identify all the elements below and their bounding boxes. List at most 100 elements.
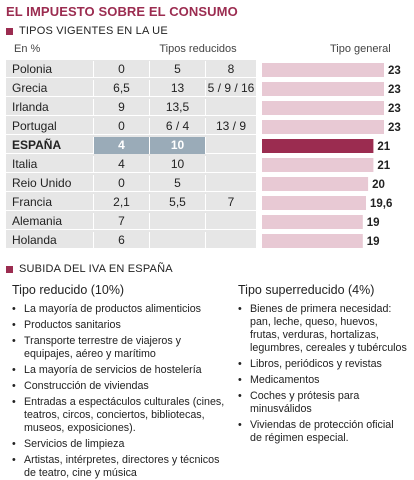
list-item: Bienes de primera necesidad: pan, leche,…	[238, 303, 408, 355]
reduced-rate-cell: 0	[93, 175, 149, 192]
reduced-rate-cell: 5	[149, 61, 205, 78]
table-row: Italia 4 10	[6, 156, 256, 173]
reduced-rate-cell	[149, 213, 205, 230]
reduced-rate-cell: 0	[93, 118, 149, 135]
reduced-rate-cell	[205, 175, 256, 192]
country-label: Portugal	[12, 119, 57, 133]
list-item: Productos sanitarios	[12, 319, 232, 332]
reduced-rate-cell: 5,5	[149, 194, 205, 211]
list-item: Medicamentos	[238, 374, 408, 387]
bar-value-label: 19,6	[370, 198, 392, 210]
reduced-rate-cell: 0	[93, 61, 149, 78]
list-item: Artistas, intérpretes, directores y técn…	[12, 454, 232, 480]
reduced-rate-cell: 6 / 4	[149, 118, 205, 135]
country-label: Polonia	[12, 62, 53, 76]
table-row: Portugal 0 6 / 4 13 / 9	[6, 118, 256, 135]
reduced-rate-cell	[205, 213, 256, 230]
section-heading-label: SUBIDA DEL IVA EN ESPAÑA	[19, 263, 173, 275]
country-label: Francia	[12, 195, 53, 209]
reduced-rate-cell: 13 / 9	[205, 118, 256, 135]
country-label: Alemania	[12, 214, 63, 228]
bar-value-label: 19	[367, 217, 380, 229]
reduced-rate-cell: 6	[93, 232, 149, 249]
bar-holanda	[262, 234, 363, 248]
reduced-rate-cell: 5	[149, 175, 205, 192]
reduced-rate-cell	[205, 232, 256, 249]
list-item: La mayoría de productos alimenticios	[12, 303, 232, 316]
bar-value-label: 20	[372, 179, 385, 191]
chart-title: EL IMPUESTO SOBRE EL CONSUMO	[6, 4, 238, 19]
list-item: Libros, periódicos y revistas	[238, 358, 408, 371]
bar-irlanda	[262, 101, 384, 115]
bar-polonia	[262, 63, 384, 77]
list-item: Construcción de viviendas	[12, 380, 232, 393]
bar-value-label: 19	[367, 236, 380, 248]
bar-reio-unido	[262, 177, 369, 191]
list-item: Coches y prótesis para minusválidos	[238, 390, 408, 416]
table-row: Grecia 6,5 13 5 / 9 / 16	[6, 80, 256, 97]
section-heading-vat: SUBIDA DEL IVA EN ESPAÑA	[6, 263, 173, 275]
section-heading-label: TIPOS VIGENTES EN LA UE	[19, 25, 168, 37]
bar-value-label: 23	[388, 65, 401, 77]
reduced-rate-heading: Tipo reducido (10%)	[12, 283, 125, 297]
list-item: Viviendas de protección oficial de régim…	[238, 419, 408, 445]
country-label: Grecia	[12, 81, 48, 95]
reduced-rate-cell	[205, 137, 256, 154]
reduced-rate-cell: 8	[205, 61, 256, 78]
bar-grecia	[262, 82, 384, 96]
reduced-rate-cell: 13,5	[149, 99, 205, 116]
reduced-rate-cell: 5 / 9 / 16	[205, 80, 256, 97]
bar-value-label: 21	[377, 160, 390, 172]
country-label: ESPAÑA	[12, 138, 62, 152]
super-reduced-rate-heading: Tipo superreducido (4%)	[238, 283, 375, 297]
section-heading-rates: TIPOS VIGENTES EN LA UE	[6, 25, 168, 37]
bar-value-label: 23	[388, 84, 401, 96]
table-row: Francia 2,1 5,5 7	[6, 194, 256, 211]
reduced-rate-cell: 6,5	[93, 80, 149, 97]
table-row: Polonia 0 5 8	[6, 61, 256, 78]
table-row: ESPAÑA 4 10	[6, 137, 256, 154]
bar-italia	[262, 158, 374, 172]
reduced-rate-list: Tipo reducido (10%) La mayoría de produc…	[12, 283, 232, 480]
reduced-rate-items: La mayoría de productos alimenticios Prod…	[12, 303, 232, 480]
reduced-rate-cell: 7	[93, 213, 149, 230]
list-item: Servicios de limpieza	[12, 438, 232, 451]
reduced-rate-cell	[205, 99, 256, 116]
reduced-rate-cell: 10	[149, 137, 205, 154]
rates-table: Polonia 0 5 8 Grecia 6,5 13 5 / 9 / 16 Irlanda 9 1…	[6, 60, 256, 249]
table-row: Alemania 7	[6, 213, 256, 230]
table-row: Holanda 6	[6, 232, 256, 249]
table-row: Irlanda 9 13,5	[6, 99, 256, 116]
table-row: Reio Unido 0 5	[6, 175, 256, 192]
reduced-rate-cell: 10	[149, 156, 205, 173]
reduced-rate-cell: 4	[93, 156, 149, 173]
list-item: Transporte terrestre de viajeros y equip…	[12, 335, 232, 361]
bar-value-label: 23	[388, 122, 401, 134]
square-bullet-icon	[6, 27, 13, 35]
list-item: Entradas a espectáculos culturales (cine…	[12, 396, 232, 435]
reduced-rate-cell: 2,1	[93, 194, 149, 211]
reduced-rate-cell: 7	[205, 194, 256, 211]
bar-francia	[262, 196, 366, 210]
super-reduced-rate-items: Bienes de primera necesidad: pan, leche,…	[238, 303, 408, 445]
bar-portugal	[262, 120, 384, 134]
country-label: Italia	[12, 157, 38, 171]
super-reduced-rate-list: Tipo superreducido (4%) Bienes de primer…	[238, 283, 408, 448]
reduced-rate-cell: 13	[149, 80, 205, 97]
list-item: La mayoría de servicios de hostelería	[12, 364, 232, 377]
reduced-rate-cell	[205, 156, 256, 173]
general-rate-header: Tipo general	[330, 43, 391, 55]
country-label: Holanda	[12, 233, 57, 247]
bar-alemania	[262, 215, 363, 229]
units-header: En %	[14, 43, 41, 55]
bar-value-label: 21	[377, 141, 390, 153]
country-label: Irlanda	[12, 100, 49, 114]
country-label: Reio Unido	[12, 176, 72, 190]
square-bullet-icon	[6, 265, 13, 273]
bar-value-label: 23	[388, 103, 401, 115]
reduced-rate-cell	[149, 232, 205, 249]
reduced-rate-cell: 9	[93, 99, 149, 116]
bar-españa	[262, 139, 374, 153]
reduced-rates-header: Tipos reducidos	[159, 43, 237, 55]
reduced-rate-cell: 4	[93, 137, 149, 154]
